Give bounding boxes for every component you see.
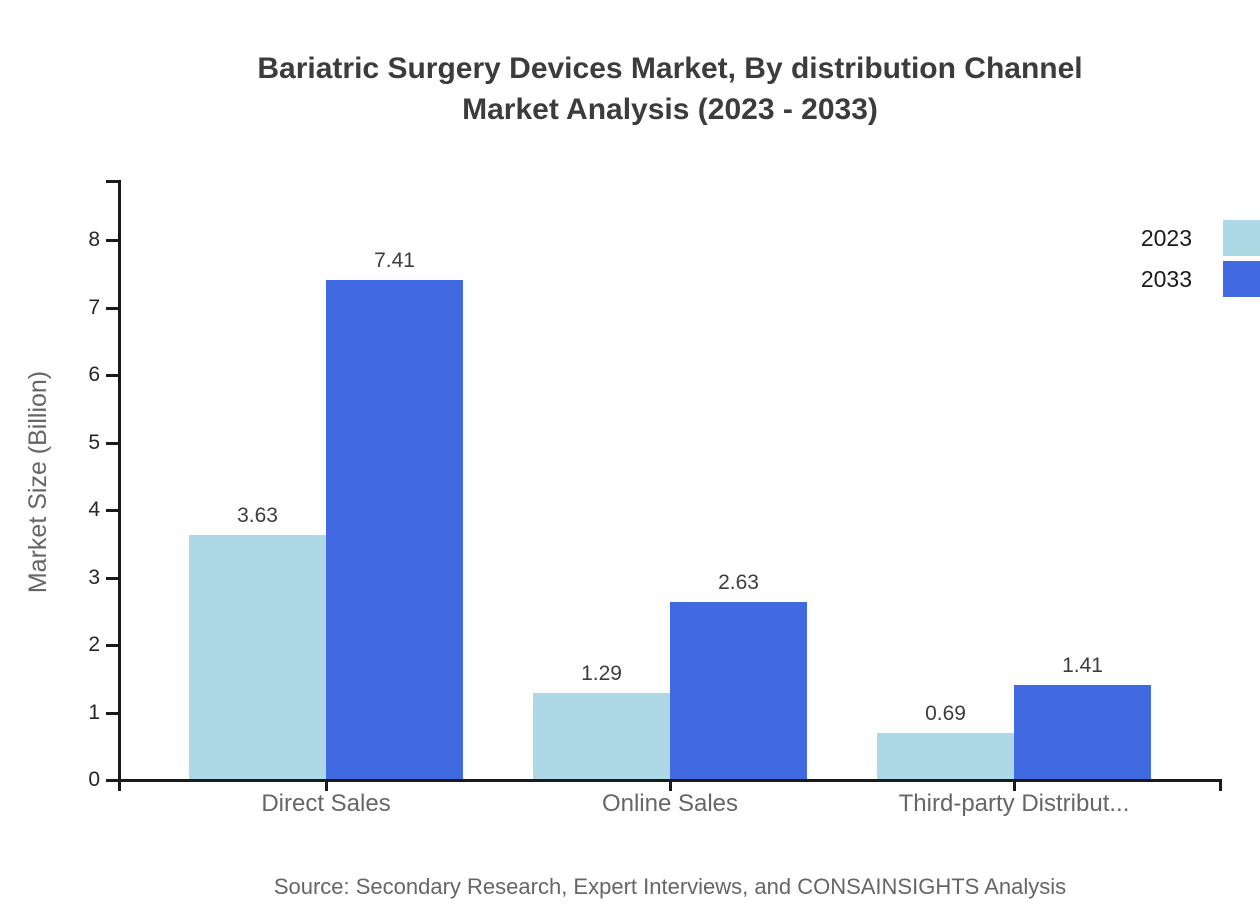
legend-label-2023[interactable]: 2023 — [1140, 225, 1192, 251]
legend-label-2033[interactable]: 2033 — [1140, 266, 1192, 292]
bar-value-label: 1.29 — [581, 661, 622, 685]
category-label: Online Sales — [601, 790, 739, 817]
bar-2023-2[interactable] — [877, 733, 1014, 780]
legend-swatch-2023[interactable] — [1223, 220, 1260, 256]
bar-2023-0[interactable] — [189, 534, 326, 780]
x-tick — [325, 779, 328, 791]
y-tick — [106, 779, 118, 782]
y-tick-label: 4 — [88, 498, 100, 521]
bar-value-label: 2.63 — [718, 571, 759, 595]
source-note: Source: Secondary Research, Expert Inter… — [273, 874, 1067, 899]
category-label: Third-party Distribut... — [898, 790, 1130, 817]
y-tick-label: 0 — [88, 768, 100, 791]
y-tick — [106, 374, 118, 377]
y-tick — [106, 239, 118, 242]
x-tick — [1013, 779, 1016, 791]
y-tick-label: 2 — [88, 633, 100, 656]
y-tick-label: 3 — [88, 565, 100, 589]
y-axis-top-cap — [106, 180, 118, 183]
chart-title: Bariatric Surgery Devices Market, By dis… — [80, 48, 1260, 130]
y-tick — [106, 306, 118, 310]
y-tick — [106, 576, 118, 580]
y-tick — [106, 509, 118, 512]
x-tick — [669, 779, 672, 791]
y-tick-label: 6 — [88, 363, 100, 386]
bar-value-label: 7.41 — [374, 248, 415, 272]
bar-2033-0[interactable] — [326, 279, 463, 780]
legend-swatch-2033[interactable] — [1223, 261, 1260, 297]
y-tick-label: 8 — [88, 228, 100, 251]
y-tick — [106, 644, 118, 647]
y-tick — [106, 441, 118, 445]
y-tick-label: 5 — [88, 430, 100, 454]
y-axis-line — [118, 180, 121, 791]
chart-title-line1: Bariatric Surgery Devices Market, By dis… — [257, 52, 1083, 85]
x-axis-end-tick — [1219, 779, 1222, 791]
bar-value-label: 0.69 — [925, 702, 966, 726]
bar-value-label: 3.63 — [237, 503, 278, 527]
y-tick-label: 1 — [88, 700, 100, 724]
bar-2023-1[interactable] — [533, 692, 670, 780]
y-tick — [106, 711, 118, 715]
bar-2033-2[interactable] — [1014, 684, 1151, 780]
bar-value-label: 1.41 — [1062, 653, 1103, 677]
bar-2033-1[interactable] — [670, 602, 807, 780]
y-tick-label: 7 — [88, 295, 100, 319]
chart-title-line2: Market Analysis (2023 - 2033) — [462, 93, 878, 126]
category-label: Direct Sales — [261, 790, 391, 817]
